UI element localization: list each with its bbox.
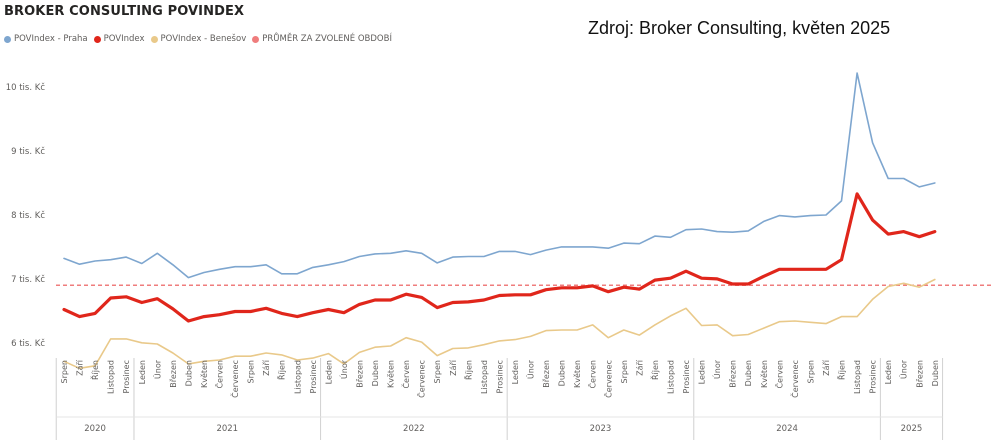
x-tick-label: Srpen <box>247 360 256 383</box>
x-tick-label: Srpen <box>433 360 442 383</box>
x-tick-label: Červen <box>773 360 784 389</box>
x-tick-label: Říjen <box>650 360 660 380</box>
legend-dot-benesov-icon <box>150 35 158 43</box>
x-tick-label: Květen <box>387 360 396 388</box>
legend-item-povindex[interactable]: POVIndex <box>93 34 145 44</box>
x-tick-label: Listopad <box>666 360 675 394</box>
series-line-1[interactable] <box>62 192 937 323</box>
x-tick-label: Únor <box>711 359 722 379</box>
x-tick-label: Září <box>822 359 831 376</box>
x-tick-label: Červenec <box>416 360 427 398</box>
y-tick-label: 8 tis. Kč <box>11 210 45 221</box>
legend-item-praha[interactable]: POVIndex - Praha <box>4 34 88 44</box>
x-tick-label: Říjen <box>837 360 847 380</box>
x-tick-label: Prosinec <box>122 360 131 393</box>
year-label: 2020 <box>84 424 106 434</box>
y-tick-label: 6 tis. Kč <box>11 338 45 349</box>
x-tick-label: Prosinec <box>682 360 691 393</box>
x-tick-label: Listopad <box>480 360 489 394</box>
x-tick-label: Červenec <box>789 360 800 398</box>
y-tick-label: 9 tis. Kč <box>11 146 45 157</box>
year-label: 2021 <box>216 424 238 434</box>
x-tick-label: Říjen <box>277 360 287 380</box>
legend-label-average: PRŮMĚR ZA ZVOLENÉ OBDOBÍ <box>262 34 392 44</box>
year-label: 2022 <box>403 424 425 434</box>
x-tick-label: Prosinec <box>495 360 504 393</box>
x-tick-label: Listopad <box>107 360 116 394</box>
x-tick-label: Září <box>262 359 271 376</box>
series-line-2[interactable] <box>63 278 936 370</box>
x-tick-label: Duben <box>558 360 567 386</box>
year-label: 2025 <box>901 424 923 434</box>
x-tick-label: Červen <box>400 360 411 389</box>
x-tick-label: Září <box>76 359 85 376</box>
legend-label-povindex: POVIndex <box>103 34 145 44</box>
x-tick-label: Březen <box>169 360 178 388</box>
x-tick-label: Srpen <box>60 360 69 383</box>
x-tick-label: Březen <box>542 360 551 388</box>
x-tick-label: Březen <box>729 360 738 388</box>
series-line-0[interactable] <box>63 72 936 279</box>
x-tick-label: Listopad <box>293 360 302 394</box>
x-tick-label: Červen <box>214 360 225 389</box>
legend-dot-praha-icon <box>4 35 11 43</box>
x-tick-label: Březen <box>355 360 364 388</box>
x-tick-label: Únor <box>898 359 909 379</box>
x-tick-label: Září <box>635 359 644 376</box>
x-tick-label: Leden <box>884 360 893 384</box>
x-tick-label: Leden <box>698 360 707 384</box>
legend-dot-povindex-icon <box>93 35 101 43</box>
legend-item-average[interactable]: PRŮMĚR ZA ZVOLENÉ OBDOBÍ <box>252 34 392 44</box>
x-tick-label: Leden <box>511 360 520 384</box>
y-tick-label: 10 tis. Kč <box>6 82 46 93</box>
x-tick-label: Duben <box>744 360 753 386</box>
x-tick-label: Říjen <box>463 360 473 380</box>
x-tick-label: Květen <box>760 360 769 388</box>
x-tick-label: Prosinec <box>869 360 878 393</box>
legend-label-benesov: POVIndex - Benešov <box>160 34 247 44</box>
x-tick-label: Duben <box>184 360 193 386</box>
legend-item-benesov[interactable]: POVIndex - Benešov <box>150 34 247 44</box>
legend-dot-average-icon <box>252 35 260 43</box>
x-tick-label: Červen <box>587 360 598 389</box>
legend: POVIndex - Praha POVIndex POVIndex - Ben… <box>4 34 392 44</box>
legend-label-praha: POVIndex - Praha <box>14 34 88 44</box>
x-tick-label: Únor <box>338 359 349 379</box>
x-tick-label: Prosinec <box>309 360 318 393</box>
x-tick-label: Únor <box>151 359 162 379</box>
x-tick-label: Říjen <box>90 360 100 380</box>
x-tick-label: Květen <box>200 360 209 388</box>
x-tick-label: Duben <box>931 360 940 386</box>
x-tick-label: Srpen <box>806 360 815 383</box>
x-tick-label: Červenec <box>229 360 240 398</box>
chart-title: BROKER CONSULTING POVINDEX <box>4 4 245 19</box>
year-label: 2024 <box>776 424 798 434</box>
x-tick-label: Září <box>449 359 458 376</box>
x-tick-label: Leden <box>324 360 333 384</box>
x-tick-label: Listopad <box>853 360 862 394</box>
x-tick-label: Únor <box>525 359 536 379</box>
x-tick-label: Červenec <box>602 360 613 398</box>
x-tick-label: Duben <box>371 360 380 386</box>
source-note: Zdroj: Broker Consulting, květen 2025 <box>588 18 891 38</box>
y-tick-label: 7 tis. Kč <box>11 274 45 285</box>
year-label: 2023 <box>590 424 612 434</box>
x-tick-label: Srpen <box>620 360 629 383</box>
x-tick-label: Leden <box>138 360 147 384</box>
x-tick-label: Březen <box>915 360 924 388</box>
x-tick-label: Květen <box>573 360 582 388</box>
